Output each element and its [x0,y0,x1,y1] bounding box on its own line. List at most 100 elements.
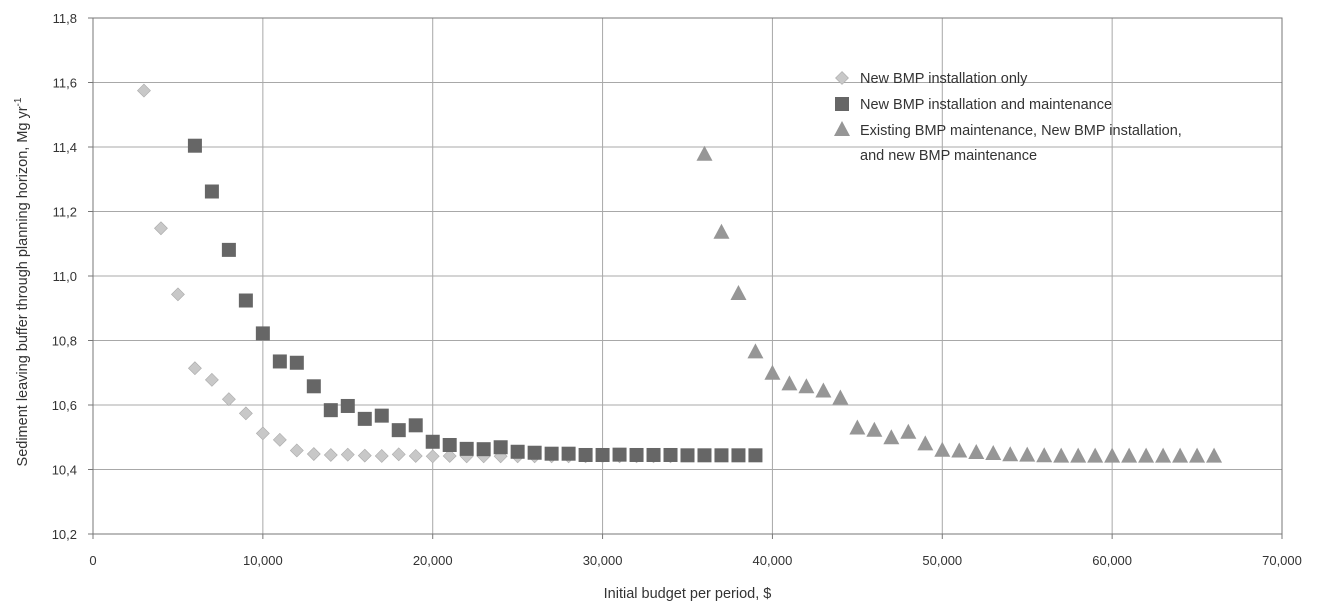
data-point [357,411,372,426]
y-tick-label: 11,8 [53,11,77,26]
legend: New BMP installation only New BMP install… [834,71,1182,164]
data-point [866,421,883,437]
x-tick-label: 70,000 [1262,553,1302,568]
data-point [476,442,491,457]
data-point [1002,446,1019,462]
data-point [612,447,627,462]
series-2 [187,138,763,463]
data-points [137,83,1223,464]
data-point [595,447,610,462]
data-point [544,446,559,461]
data-point [425,434,440,449]
data-point [272,354,287,369]
data-point [374,449,389,463]
x-tick-label: 20,000 [413,553,453,568]
data-point [646,447,661,462]
data-point [1138,447,1155,463]
data-point [663,447,678,462]
x-tick-label: 40,000 [753,553,793,568]
y-axis-label-superscript: -1 [13,97,24,106]
y-tick-label: 11,0 [53,269,77,284]
legend-item-2: New BMP installation and maintenance [835,97,1112,113]
y-tick-label: 10,8 [52,334,77,349]
data-point [340,398,355,413]
data-point [883,429,900,445]
data-point [425,449,440,464]
data-point [171,287,185,302]
data-point [510,444,525,459]
data-point [1172,447,1189,463]
data-point [493,440,508,455]
data-point [934,441,951,457]
data-point [1155,447,1172,463]
series-1 [137,83,678,464]
data-point [204,184,219,199]
data-point [1070,447,1087,463]
data-point [374,408,389,423]
data-point [391,447,406,462]
legend-marker [835,97,849,111]
y-tick-label: 11,4 [53,140,77,155]
data-point [459,441,474,456]
legend-item-1: New BMP installation only [835,71,1028,87]
data-point [731,448,746,463]
data-point [289,443,304,458]
data-point [187,361,202,376]
data-point [578,447,593,462]
y-tick-label: 11,6 [53,76,77,91]
data-point [1189,447,1206,463]
data-point [527,445,542,460]
data-point [442,437,457,452]
data-point [204,372,219,387]
data-point [340,447,355,462]
data-point [154,221,168,236]
data-point [408,449,423,463]
legend-marker [834,121,850,136]
data-point [832,389,849,405]
data-point [798,378,815,394]
x-tick-label: 0 [89,553,96,568]
data-point [357,448,372,463]
data-point [985,445,1002,461]
data-point [629,447,644,462]
x-axis: 0 10,000 20,000 30,000 40,000 50,000 60,000 70,… [89,534,1302,568]
data-point [730,285,747,301]
x-tick-label: 10,000 [243,553,283,568]
data-point [917,435,934,451]
data-point [781,375,798,391]
y-tick-label: 10,4 [52,463,77,478]
data-point [713,223,730,239]
legend-item-3: Existing BMP maintenance, New BMP instal… [834,121,1182,164]
x-axis-label: Initial budget per period, $ [604,586,772,602]
data-point [289,355,304,370]
y-axis: 10,2 10,4 10,6 10,8 11,0 11,2 11,4 11,6 11,8 [52,11,93,542]
data-point [272,432,287,447]
x-tick-label: 30,000 [583,553,623,568]
data-point [1019,446,1036,462]
data-point [221,242,236,257]
data-point [238,406,253,421]
data-point [697,448,712,463]
data-point [714,448,729,463]
data-point [187,138,202,153]
legend-label: New BMP installation and maintenance [860,97,1112,113]
data-point [221,392,236,407]
data-point [255,426,270,441]
data-point [306,379,321,394]
x-tick-label: 60,000 [1092,553,1132,568]
data-point [1121,447,1138,463]
data-point [815,382,832,398]
data-point [255,326,270,341]
data-point [764,364,781,380]
x-tick-label: 50,000 [922,553,962,568]
y-tick-label: 11,2 [53,205,77,220]
data-point [323,448,338,462]
legend-label: New BMP installation only [860,71,1028,87]
data-point [238,293,253,308]
data-point [391,423,406,438]
data-point [680,448,695,463]
data-point [408,418,423,433]
legend-marker [835,71,849,85]
data-point [1053,447,1070,463]
y-axis-label-text: Sediment leaving buffer through planning… [15,106,31,466]
